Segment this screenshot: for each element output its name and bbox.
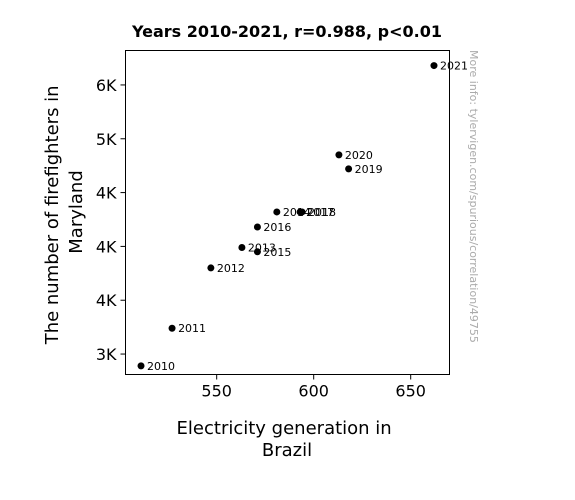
x-axis-label: Electricity generation in Brazil	[177, 418, 398, 461]
y-tick-label: 6K	[96, 76, 117, 95]
data-point	[238, 243, 246, 251]
y-axis-label: The number of firefighters in Maryland	[42, 80, 87, 346]
y-axis-label-line-2: Maryland	[66, 170, 87, 253]
data-point-label: 2010	[147, 360, 175, 373]
x-axis: 550 600 650	[201, 374, 426, 401]
x-axis-label-line-2: Brazil	[262, 440, 312, 461]
data-point-label: 2015	[263, 246, 291, 259]
data-point	[345, 165, 353, 173]
data-point	[253, 248, 261, 256]
y-tick-label: 4K	[96, 291, 117, 310]
data-point-label: 2018	[308, 206, 336, 219]
watermark: More info: tylervigen.com/spurious/corre…	[467, 50, 480, 343]
data-point	[273, 208, 281, 216]
data-point	[168, 324, 176, 332]
data-point	[298, 208, 306, 216]
data-point	[335, 151, 343, 159]
data-point-label: 2012	[217, 262, 245, 275]
data-point-label: 2011	[178, 322, 206, 335]
data-point	[430, 62, 438, 70]
data-point-label: 2021	[440, 60, 468, 73]
data-point-label: 2017	[306, 206, 334, 219]
y-tick-label: 4K	[96, 237, 117, 256]
plot-area	[125, 50, 450, 375]
data-points: 2010201120122013201420152016201720182019…	[137, 60, 468, 373]
data-point	[253, 223, 261, 231]
x-tick-label: 600	[298, 382, 329, 401]
x-tick-label: 650	[395, 382, 426, 401]
x-axis-label-line-1: Electricity generation in	[177, 418, 392, 439]
chart-title: Years 2010-2021, r=0.988, p<0.01	[131, 22, 442, 41]
y-axis: 3K 4K 4K 4K 5K 6K	[96, 76, 126, 364]
data-point	[207, 264, 215, 272]
data-point-label: 2016	[263, 221, 291, 234]
y-tick-label: 5K	[96, 130, 117, 149]
data-point-label: 2019	[355, 163, 383, 176]
y-axis-label-line-1: The number of firefighters in	[42, 85, 63, 345]
data-point-label: 2020	[345, 149, 373, 162]
x-tick-label: 550	[201, 382, 232, 401]
data-point	[137, 362, 145, 370]
y-tick-label: 3K	[96, 345, 117, 364]
y-tick-label: 4K	[96, 184, 117, 203]
